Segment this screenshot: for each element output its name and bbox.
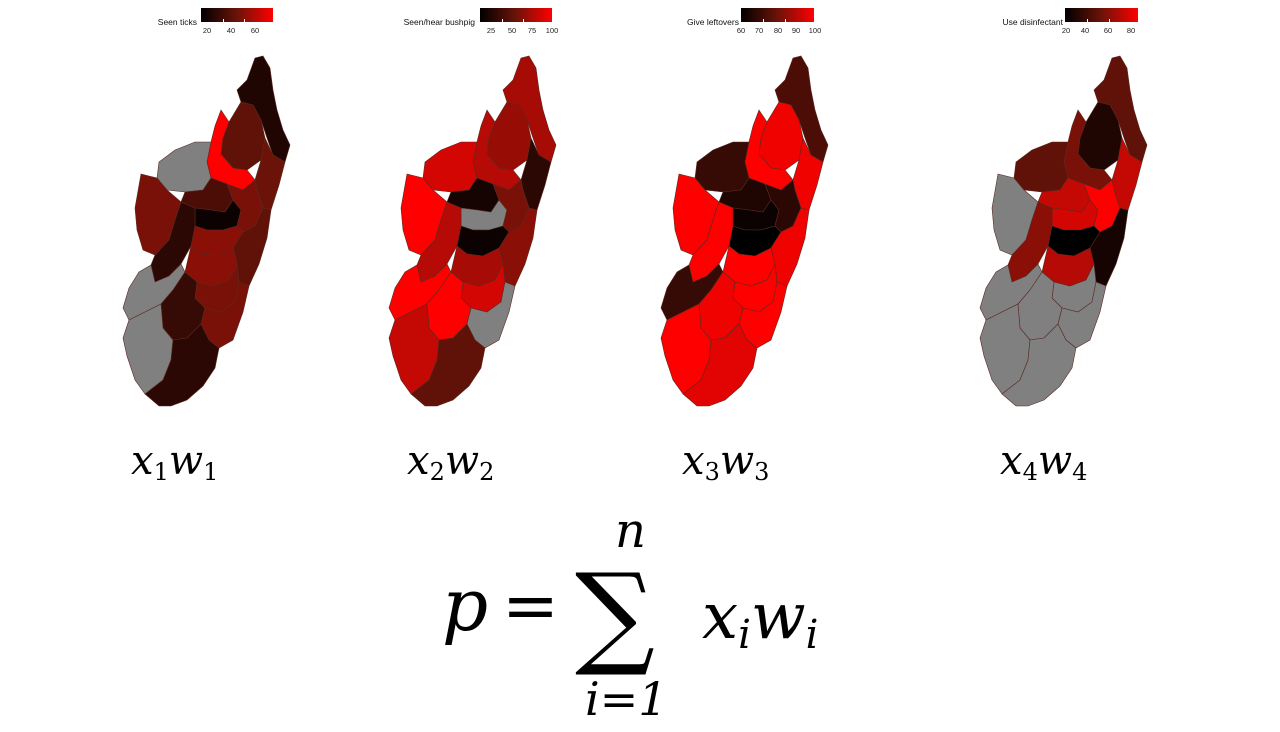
- map-region: [738, 281, 788, 349]
- caption-var: x: [682, 438, 705, 484]
- legend-tick: 80: [1126, 26, 1136, 35]
- legend-tick: 50: [507, 26, 517, 35]
- legend-tick: 75: [527, 26, 537, 35]
- legend-tick: 20: [202, 26, 212, 35]
- caption-var-index: 1: [153, 458, 169, 486]
- map-panel-3: Give leftovers 60 70 80 90 100 x3w3: [645, 0, 885, 500]
- legend-tick: 100: [545, 26, 559, 35]
- legend-bar-1: [201, 8, 273, 22]
- caption-x1w1: x1w1: [131, 438, 218, 486]
- formula-equals: =: [502, 567, 559, 646]
- caption-var: x: [407, 438, 430, 484]
- term-var: x: [702, 580, 738, 654]
- map-panel-1: Seen ticks 20 40 60 x1w1: [115, 0, 355, 500]
- map-region: [422, 141, 478, 193]
- map-region: [416, 201, 462, 283]
- map-region: [688, 201, 734, 283]
- caption-weight-index: 3: [754, 458, 770, 486]
- legend-tick: 60: [250, 26, 260, 35]
- legend-tick: 70: [754, 26, 764, 35]
- term-var-index: i: [738, 612, 751, 658]
- caption-x4w4: x4w4: [1000, 438, 1087, 486]
- legend-tick: 90: [791, 26, 801, 35]
- map-region: [200, 281, 250, 349]
- legend-bar-3: [741, 8, 814, 22]
- weighted-sum-formula: p = n ∑ i=1 xiwi: [442, 505, 818, 725]
- caption-weight-index: 4: [1072, 458, 1088, 486]
- term-weight: w: [751, 580, 806, 654]
- caption-x2w2: x2w2: [407, 438, 494, 486]
- caption-var: x: [131, 438, 154, 484]
- caption-x3w3: x3w3: [682, 438, 769, 486]
- map-region: [150, 201, 196, 283]
- caption-var: x: [1000, 438, 1023, 484]
- map-region: [1007, 201, 1053, 283]
- map-region: [682, 323, 758, 407]
- map-region: [694, 141, 750, 193]
- legend-tick: 60: [736, 26, 746, 35]
- madagascar-map-4: [979, 55, 1148, 407]
- term-weight-index: i: [806, 612, 819, 658]
- madagascar-map-2: [388, 55, 557, 407]
- formula-term: xiwi: [702, 580, 818, 658]
- caption-weight: w: [719, 438, 755, 484]
- caption-weight: w: [1037, 438, 1073, 484]
- map-panel-4: Use disinfectant 20 40 60 80 x4w4: [970, 0, 1210, 500]
- legend-title-3: Give leftovers: [687, 17, 739, 27]
- legend-tick: 20: [1061, 26, 1071, 35]
- legend-tick: 60: [1103, 26, 1113, 35]
- legend-bar-2: [480, 8, 552, 22]
- map-region: [1001, 323, 1077, 407]
- map-region: [144, 323, 220, 407]
- madagascar-map-3: [660, 55, 829, 407]
- legend-tick: 40: [1080, 26, 1090, 35]
- legend-title-1: Seen ticks: [157, 17, 197, 27]
- sum-symbol: ∑: [575, 550, 655, 680]
- legend-bar-4: [1065, 8, 1138, 22]
- map-panel-2: Seen/hear bushpig 25 50 75 100 x2w2: [375, 0, 615, 500]
- formula-upper-limit: n: [615, 505, 646, 559]
- caption-weight-index: 1: [203, 458, 219, 486]
- madagascar-map-1: [122, 55, 291, 407]
- caption-weight: w: [168, 438, 204, 484]
- caption-var-index: 4: [1022, 458, 1038, 486]
- map-region: [156, 141, 212, 193]
- map-region: [1057, 281, 1107, 349]
- caption-var-index: 3: [704, 458, 720, 486]
- caption-var-index: 2: [429, 458, 445, 486]
- legend-title-2: Seen/hear bushpig: [403, 17, 475, 27]
- caption-weight-index: 2: [479, 458, 495, 486]
- formula-lhs: p: [442, 563, 488, 647]
- legend-tick: 25: [486, 26, 496, 35]
- legend-title-4: Use disinfectant: [1002, 17, 1063, 27]
- map-region: [1013, 141, 1069, 193]
- formula-lower-limit: i=1: [585, 672, 668, 725]
- legend-tick: 100: [808, 26, 822, 35]
- legend-tick: 40: [226, 26, 236, 35]
- map-region: [466, 281, 516, 349]
- legend-tick: 80: [773, 26, 783, 35]
- map-region: [410, 323, 486, 407]
- caption-weight: w: [444, 438, 480, 484]
